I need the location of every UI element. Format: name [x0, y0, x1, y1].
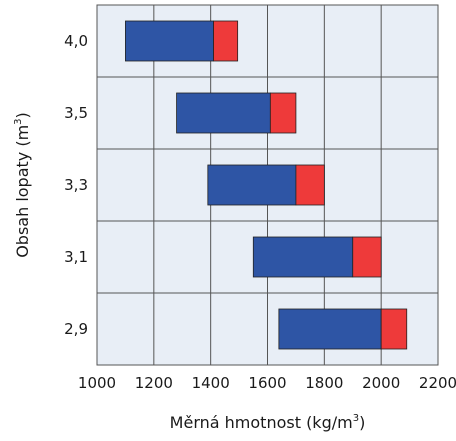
x-tick-label: 2000 [362, 374, 400, 392]
bar-segment [252, 236, 354, 278]
x-tick-label: 1200 [135, 374, 173, 392]
x-tick-label: 1400 [192, 374, 230, 392]
y-tick-label: 2,9 [64, 320, 88, 338]
bar-segment [380, 308, 408, 350]
x-axis-title: Měrná hmotnost (kg/m3) [170, 413, 366, 432]
y-tick-label: 3,3 [64, 176, 88, 194]
y-tick-label: 4,0 [64, 32, 88, 50]
x-tick-label: 1800 [305, 374, 343, 392]
bar-segment [125, 20, 214, 62]
bar-segment [278, 308, 382, 350]
x-tick-label: 1600 [248, 374, 286, 392]
bar-segment [269, 92, 297, 134]
x-tick-label: 2200 [419, 374, 456, 392]
bar-segment [207, 164, 297, 206]
bar-segment [295, 164, 325, 206]
grid [97, 5, 438, 365]
x-tick-label: 1000 [78, 374, 116, 392]
y-axis-title: Obsah lopaty (m3) [13, 112, 32, 258]
y-tick-label: 3,1 [64, 248, 88, 266]
y-tick-labels: 4,0 3,5 3,3 3,1 2,9 [64, 32, 88, 338]
x-tick-labels: 1000 1200 1400 1600 1800 2000 2200 [78, 374, 456, 392]
bar-segment [213, 20, 239, 62]
y-tick-label: 3,5 [64, 104, 88, 122]
bar-segment [352, 236, 382, 278]
bar-segment [176, 92, 271, 134]
bars [125, 20, 408, 350]
